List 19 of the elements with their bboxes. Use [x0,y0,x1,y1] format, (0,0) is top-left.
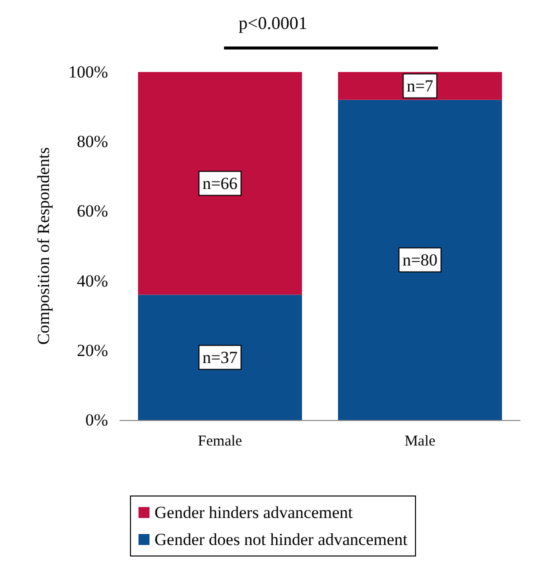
x-tick-label: Female [198,434,242,450]
annotation: n=80 [402,250,438,270]
x-tick-label: Male [404,434,436,450]
bar [138,72,302,295]
y-axis-title: Composition of Respondents [34,147,53,345]
legend-label: Gender does not hinder advancement [154,530,408,549]
annotation: n=7 [406,76,434,96]
bar [138,294,302,420]
y-tick-label: 100% [68,62,108,82]
y-tick-label: 80% [76,132,108,152]
annotation: n=37 [202,348,238,367]
y-tick-label: 20% [76,340,108,360]
text: p<0.0001 [238,13,308,33]
y-tick-label: 0% [85,410,108,430]
legend-label: Gender hinders advancement [154,503,354,522]
bar [338,100,502,420]
y-tick-label: 60% [76,202,108,221]
annotation: n=66 [202,174,238,193]
y-tick-label: 40% [76,271,108,290]
